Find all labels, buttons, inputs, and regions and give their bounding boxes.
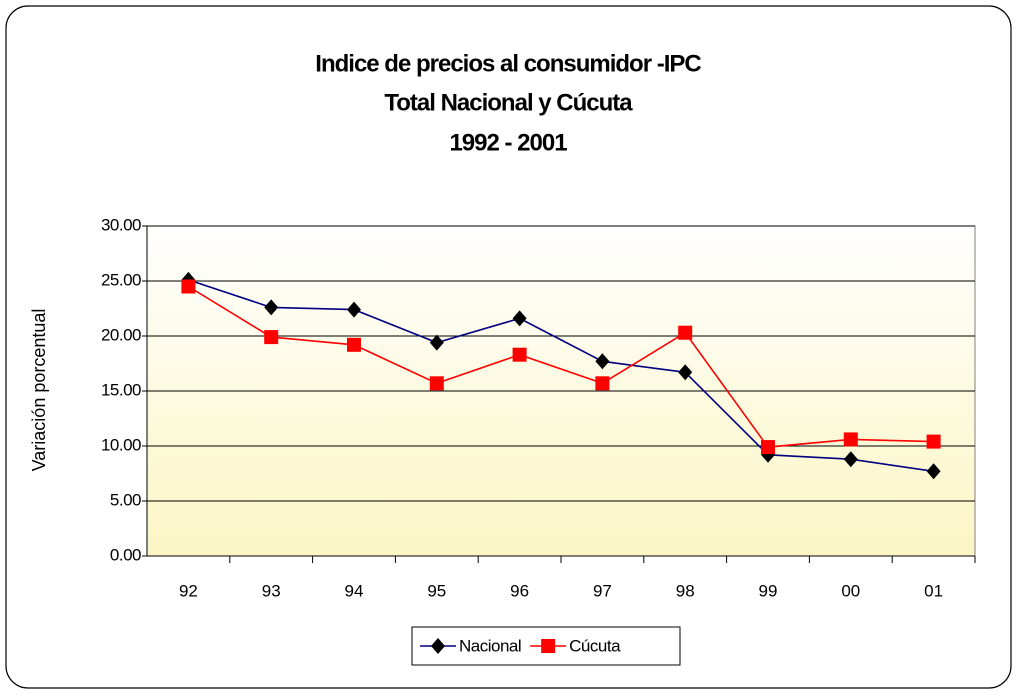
y-tick-label: 5.00: [110, 490, 141, 509]
series-line: [188, 279, 934, 473]
y-tick-label: 30.00: [101, 215, 141, 234]
legend-label: Nacional: [459, 636, 521, 655]
y-tick-label: 25.00: [101, 270, 141, 289]
x-tick-label: 97: [593, 581, 612, 600]
x-tick-label: 95: [427, 581, 446, 600]
marker: [678, 364, 693, 381]
marker: [512, 347, 527, 362]
marker: [264, 330, 279, 345]
marker: [181, 279, 196, 294]
chart-title: Total Nacional y Cúcuta: [384, 89, 633, 116]
marker: [595, 353, 610, 370]
x-tick-label: 00: [841, 581, 860, 600]
y-tick-label: 15.00: [101, 380, 141, 399]
marker: [761, 440, 775, 455]
legend-label: Cúcuta: [569, 636, 621, 655]
marker: [926, 434, 941, 449]
marker: [347, 337, 361, 352]
marker: [512, 310, 527, 327]
marker: [843, 432, 858, 447]
x-tick-label: 93: [262, 581, 281, 600]
marker: [429, 334, 444, 351]
x-tick-label: 98: [676, 581, 695, 600]
marker: [678, 325, 693, 340]
x-tick-label: 01: [924, 581, 943, 600]
x-tick-label: 96: [510, 581, 529, 600]
x-tick-label: 92: [179, 581, 198, 600]
y-tick-label: 10.00: [101, 435, 141, 454]
series-line: [187, 285, 934, 448]
marker: [926, 463, 941, 480]
y-tick-label: 20.00: [101, 325, 141, 344]
legend-marker: [431, 638, 445, 654]
chart-title: 1992 - 2001: [449, 129, 567, 156]
x-tick-label: 94: [345, 581, 364, 600]
x-tick-label: 99: [759, 581, 778, 600]
y-tick-label: 0.00: [110, 545, 141, 564]
marker: [347, 301, 361, 318]
chart-title: Indice de precios al consumidor -IPC: [315, 50, 701, 77]
legend-marker: [541, 639, 556, 653]
marker: [843, 451, 858, 468]
marker: [429, 376, 444, 391]
y-axis-label: Variación porcentual: [29, 309, 49, 472]
marker: [595, 376, 610, 391]
marker: [264, 299, 279, 316]
